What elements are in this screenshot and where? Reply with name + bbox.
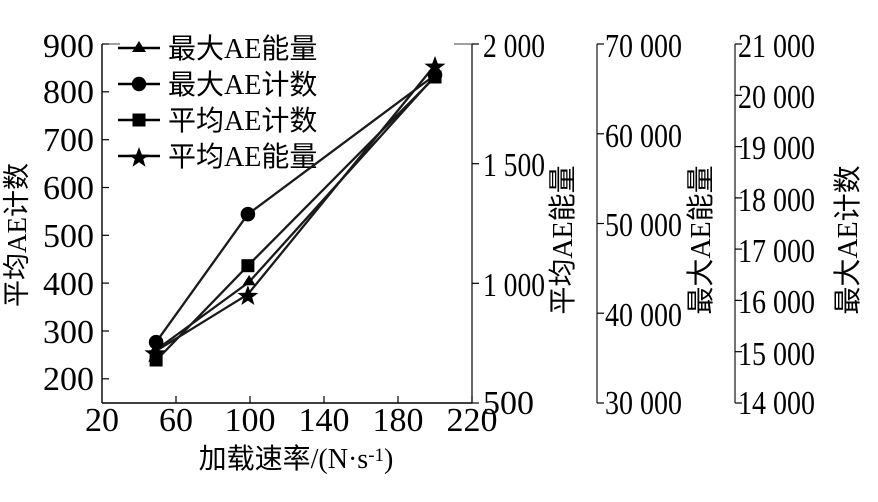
svg-text:200: 200 bbox=[43, 361, 94, 398]
svg-text:40 000: 40 000 bbox=[605, 297, 682, 334]
svg-text:1 000: 1 000 bbox=[483, 267, 545, 304]
svg-text:平均AE能量: 平均AE能量 bbox=[168, 141, 317, 173]
svg-text:17 000: 17 000 bbox=[738, 233, 815, 270]
svg-text:平均AE计数: 平均AE计数 bbox=[2, 163, 32, 307]
svg-text:800: 800 bbox=[43, 74, 94, 111]
svg-text:500: 500 bbox=[43, 218, 94, 255]
svg-text:70 000: 70 000 bbox=[605, 28, 682, 65]
svg-text:14 000: 14 000 bbox=[738, 385, 815, 422]
svg-text:平均AE能量: 平均AE能量 bbox=[547, 165, 579, 314]
svg-text:600: 600 bbox=[43, 170, 94, 207]
svg-text:19 000: 19 000 bbox=[738, 130, 815, 167]
svg-text:900: 900 bbox=[43, 28, 94, 65]
svg-text:最大AE计数: 最大AE计数 bbox=[832, 165, 864, 314]
svg-text:21 000: 21 000 bbox=[738, 28, 815, 65]
svg-text:60 000: 60 000 bbox=[605, 118, 682, 155]
svg-text:20 000: 20 000 bbox=[738, 79, 815, 116]
svg-text:50 000: 50 000 bbox=[605, 207, 682, 244]
svg-text:15 000: 15 000 bbox=[738, 336, 815, 373]
svg-text:30 000: 30 000 bbox=[605, 385, 682, 422]
svg-text:100: 100 bbox=[225, 402, 276, 439]
svg-text:最大AE能量: 最大AE能量 bbox=[168, 33, 317, 65]
svg-text:平均AE计数: 平均AE计数 bbox=[168, 105, 317, 137]
svg-text:180: 180 bbox=[373, 402, 424, 439]
svg-text:20: 20 bbox=[85, 402, 119, 439]
svg-text:60: 60 bbox=[159, 402, 193, 439]
svg-text:300: 300 bbox=[43, 314, 94, 351]
svg-text:140: 140 bbox=[299, 402, 350, 439]
svg-text:2 000: 2 000 bbox=[483, 28, 545, 65]
svg-text:最大AE计数: 最大AE计数 bbox=[168, 69, 317, 101]
svg-text:1 500: 1 500 bbox=[483, 147, 545, 184]
svg-text:700: 700 bbox=[43, 122, 94, 159]
svg-text:18 000: 18 000 bbox=[738, 182, 815, 219]
svg-text:500: 500 bbox=[483, 385, 534, 422]
svg-text:16 000: 16 000 bbox=[738, 284, 815, 321]
svg-text:400: 400 bbox=[43, 266, 94, 303]
svg-text:加载速率/(N·s-1): 加载速率/(N·s-1) bbox=[199, 443, 394, 475]
svg-text:最大AE能量: 最大AE能量 bbox=[685, 165, 717, 314]
